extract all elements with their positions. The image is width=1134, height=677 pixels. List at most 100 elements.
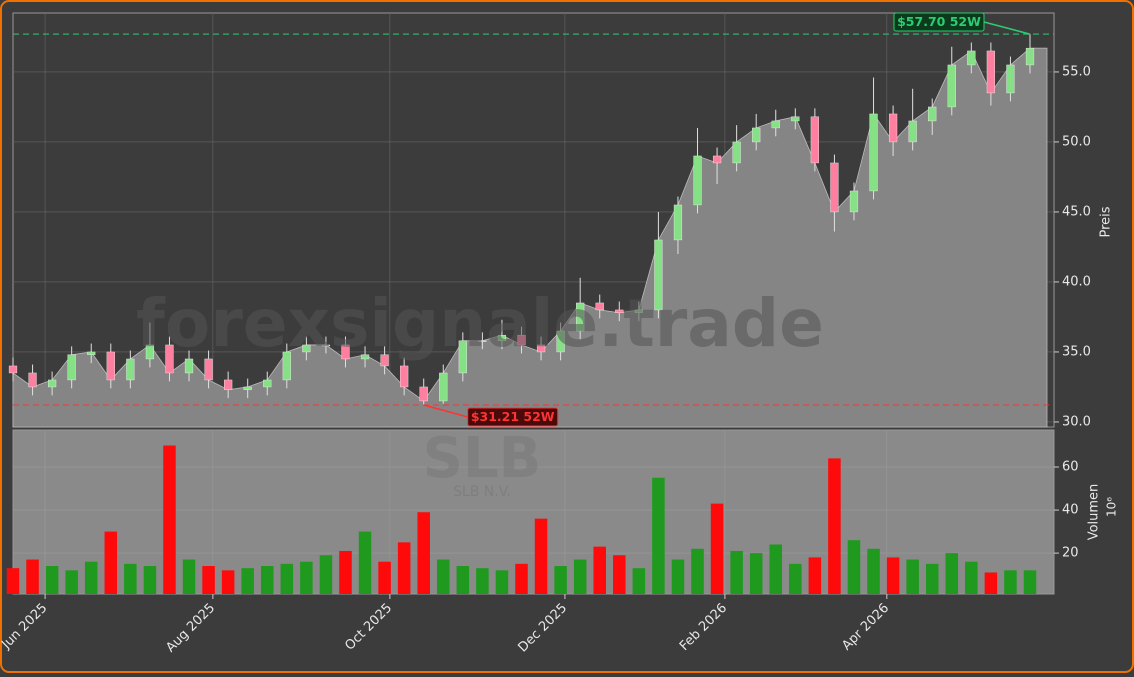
annotation-label: $31.21 52W — [471, 409, 555, 424]
candle-body — [263, 379, 272, 388]
candle-body — [576, 302, 585, 332]
candle-body — [106, 351, 115, 381]
volume-bar — [534, 518, 548, 594]
volume-bar — [202, 566, 215, 594]
y-tick-label: 40.0 — [1062, 274, 1091, 289]
y-axis-label: Preis — [1099, 206, 1114, 237]
volume-bar — [397, 542, 411, 594]
candle-body — [184, 358, 194, 374]
candle-body — [967, 50, 976, 66]
volume-bar — [593, 546, 606, 594]
volume-bar — [104, 531, 118, 594]
volume-bar — [749, 553, 763, 594]
volume-bar — [358, 531, 372, 594]
candle-body — [556, 330, 565, 353]
candle-body — [478, 340, 487, 342]
y-tick-label: 35.0 — [1062, 344, 1091, 359]
y-tick-label: 30.0 — [1062, 414, 1091, 429]
candle-body — [771, 120, 780, 129]
volume-bar — [945, 553, 959, 594]
volume-bar — [221, 570, 235, 594]
volume-bar — [906, 559, 919, 594]
volume-bar — [163, 445, 176, 594]
candle-body — [693, 155, 702, 206]
volume-bar — [1023, 570, 1037, 594]
volume-bar — [476, 568, 489, 594]
volume-bar — [925, 563, 939, 594]
volume-bar — [965, 561, 978, 594]
y2-tick-label: 20 — [1062, 546, 1079, 561]
volume-bar — [182, 559, 196, 594]
volume-bar — [828, 458, 841, 594]
volume-bar — [241, 568, 254, 594]
candle-body — [224, 379, 233, 390]
volume-bar — [84, 561, 98, 594]
volume-bar — [573, 559, 587, 594]
candle-body — [615, 309, 624, 313]
volume-bar — [632, 568, 646, 594]
candle-body — [928, 106, 937, 122]
candle-body — [458, 340, 467, 374]
y-tick-label: 50.0 — [1062, 134, 1091, 149]
volume-bar — [515, 563, 528, 594]
volume-bar — [691, 548, 704, 594]
y2-tick-label: 40 — [1062, 503, 1079, 518]
candle-body — [87, 351, 96, 355]
candle-body — [947, 64, 956, 108]
volume-bar — [652, 477, 665, 594]
y-tick-label: 45.0 — [1062, 204, 1091, 219]
volume-bar — [65, 570, 78, 594]
candle-body — [517, 334, 526, 346]
candle-body — [48, 379, 57, 388]
volume-bar — [280, 563, 294, 594]
candle-body — [497, 334, 507, 341]
candle-body — [1006, 64, 1015, 94]
candle-body — [145, 344, 155, 360]
y-tick-label: 55.0 — [1062, 64, 1091, 79]
volume-bar — [847, 540, 861, 594]
candle-body — [810, 116, 819, 164]
candle-body — [1025, 47, 1035, 66]
candle-body — [654, 239, 663, 311]
watermark: forexsignale.trade — [136, 285, 824, 362]
volume-bar — [769, 544, 783, 594]
volume-bar — [26, 559, 39, 594]
volume-bar — [495, 570, 509, 594]
candle-body — [712, 155, 722, 164]
volume-bar — [710, 503, 724, 594]
candle-body — [67, 354, 76, 381]
volume-bar — [260, 566, 274, 594]
volume-bar — [124, 563, 137, 594]
candle-body — [243, 386, 252, 390]
volume-bar — [378, 561, 391, 594]
volume-bar — [300, 561, 313, 594]
candle-body — [791, 116, 800, 122]
candle-body — [752, 127, 761, 143]
candle-body — [908, 120, 917, 143]
candle-body — [986, 50, 995, 94]
volume-bar — [437, 559, 450, 594]
candle-body — [126, 358, 135, 381]
volume-bar — [808, 557, 822, 594]
annotation-label: $57.70 52W — [897, 14, 981, 29]
candle-body — [634, 309, 643, 313]
candle-body — [302, 344, 311, 353]
volume-bar — [45, 566, 59, 594]
volume-bar — [984, 572, 998, 594]
candle-body — [8, 365, 18, 374]
volume-bar — [613, 555, 626, 594]
volume-bar — [417, 512, 430, 594]
candle-body — [849, 190, 859, 213]
symbol-watermark: SLB — [423, 426, 542, 491]
candle-body — [204, 358, 213, 381]
candle-body — [419, 386, 428, 402]
y2-scale-label: 10⁶ — [1105, 497, 1119, 517]
candle-body — [439, 372, 448, 402]
candle-body — [869, 113, 878, 192]
candle-body — [341, 344, 350, 360]
volume-bar — [143, 566, 157, 594]
candle-body — [380, 354, 389, 367]
candle-body — [360, 354, 370, 360]
annotation-box — [893, 12, 985, 32]
